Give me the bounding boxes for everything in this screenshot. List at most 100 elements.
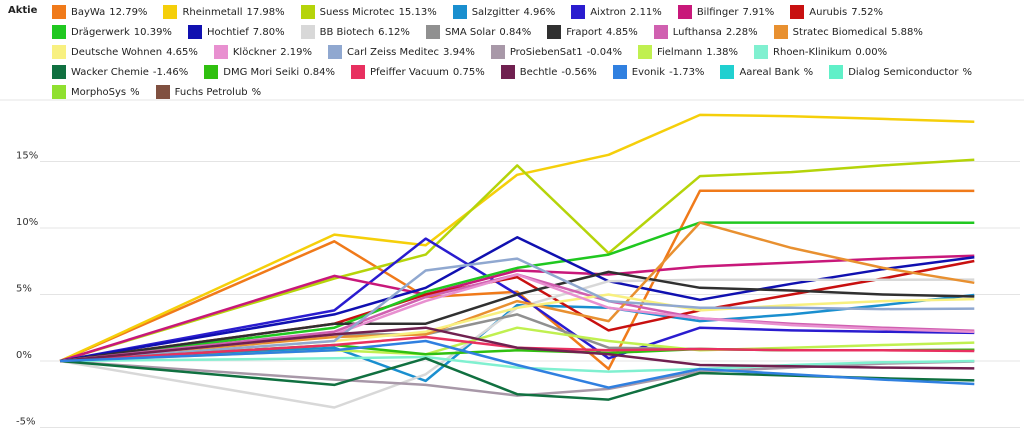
- legend-value: 6.12%: [378, 26, 410, 38]
- series-line: [60, 359, 975, 397]
- legend-item: Fuchs Petrolub%: [155, 82, 262, 102]
- legend-item: MorphoSys%: [52, 82, 140, 102]
- legend-value: 4.85%: [605, 26, 638, 38]
- legend-value: 7.91%: [742, 6, 775, 18]
- legend-value: 0.84%: [303, 66, 335, 78]
- legend-label: Fraport: [566, 26, 602, 38]
- legend-label: BayWa: [71, 6, 106, 18]
- legend-label: Suess Microtec: [319, 6, 395, 18]
- legend-swatch: [52, 85, 66, 99]
- legend-swatch: [52, 25, 66, 39]
- legend-swatch: [300, 25, 315, 39]
- legend-value: 0.84%: [499, 26, 532, 38]
- legend-item: Pfeiffer Vacuum 0.75%: [351, 62, 485, 82]
- legend-value: 3.94%: [443, 46, 475, 58]
- legend-value: 5.88%: [891, 26, 923, 38]
- legend-label: Salzgitter: [471, 6, 520, 18]
- legend-swatch: [754, 45, 769, 59]
- legend-label: Bilfinger: [696, 6, 739, 18]
- legend-label: Rheinmetall: [182, 6, 243, 18]
- series-line: [59, 278, 975, 409]
- legend-item: Fraport 4.85%: [547, 22, 638, 42]
- legend-label: Carl Zeiss Meditec: [347, 46, 440, 58]
- legend-label: Hochtief: [206, 26, 249, 38]
- legend-swatch: [155, 85, 170, 99]
- legend-value: 7.80%: [252, 26, 285, 38]
- legend-value: 2.28%: [725, 26, 758, 38]
- legend-value: 7.52%: [851, 6, 884, 18]
- legend-swatch: [571, 5, 586, 19]
- legend-item: Wacker Chemie -1.46%: [52, 62, 188, 82]
- legend-value: -1.46%: [152, 66, 189, 78]
- legend-label: Deutsche Wohnen: [71, 46, 163, 58]
- series-line: [59, 189, 975, 371]
- legend-item: Aareal Bank%: [720, 62, 813, 82]
- legend-value: %: [251, 86, 262, 98]
- legend-swatch: [351, 65, 365, 79]
- y-tick-label: 5%: [16, 283, 32, 294]
- legend-swatch: [547, 25, 562, 39]
- legend-value: 2.11%: [630, 6, 662, 18]
- legend-value: 10.39%: [133, 26, 172, 38]
- legend-item: Drägerwerk 10.39%: [52, 22, 172, 42]
- legend-value: 4.96%: [523, 6, 556, 18]
- legend-value: 4.65%: [166, 46, 198, 58]
- series-line: [59, 158, 975, 363]
- series-line: [60, 339, 975, 389]
- series-line: [60, 257, 975, 363]
- legend-value: -1.73%: [669, 66, 705, 78]
- legend-item: Fielmann 1.38%: [637, 42, 739, 62]
- legend-item: Carl Zeiss Meditec 3.94%: [328, 42, 475, 62]
- legend-swatch: [52, 65, 66, 79]
- legend-label: Stratec Biomedical: [792, 26, 888, 38]
- legend-value: -0.04%: [586, 46, 622, 58]
- legend-item: Evonik -1.73%: [612, 62, 705, 82]
- legend-swatch: [490, 45, 505, 59]
- legend-swatch: [790, 5, 805, 19]
- legend-item: DMG Mori Seiki 0.84%: [204, 62, 335, 82]
- series-line: [60, 293, 975, 363]
- legend-value: -0.56%: [561, 66, 597, 78]
- legend-swatch: [328, 45, 342, 59]
- legend-swatch: [52, 5, 66, 19]
- legend-item: Klöckner 2.19%: [213, 42, 312, 62]
- legend-value: %: [803, 66, 814, 78]
- legend-swatch: [637, 45, 652, 59]
- legend-swatch: [612, 65, 627, 79]
- legend-swatch: [720, 65, 735, 79]
- legend-label: Pfeiffer Vacuum: [370, 66, 449, 78]
- legend-item: Aurubis 7.52%: [790, 2, 883, 22]
- legend-swatch: [52, 45, 66, 59]
- legend-value: 1.38%: [706, 46, 739, 58]
- series-line: [60, 355, 975, 373]
- legend-swatch: [829, 65, 844, 79]
- legend-value: 2.19%: [280, 46, 312, 58]
- legend-swatch: [187, 25, 202, 39]
- legend-label: Aixtron: [590, 6, 627, 18]
- series-line: [59, 113, 975, 363]
- legend-item: Dialog Semiconductor%: [829, 62, 972, 82]
- legend-label: Dialog Semiconductor: [848, 66, 959, 78]
- legend-label: Rhoen-Klinikum: [773, 46, 852, 58]
- legend-swatch: [653, 25, 668, 39]
- legend-label: Wacker Chemie: [71, 66, 149, 78]
- legend-swatch: [425, 25, 440, 39]
- legend-label: Fielmann: [656, 46, 703, 58]
- legend-value: %: [962, 66, 973, 78]
- legend-swatch: [204, 65, 219, 79]
- legend-item: Aixtron 2.11%: [571, 2, 662, 22]
- legend-label: Klöckner: [232, 46, 277, 58]
- legend-swatch: [213, 45, 228, 59]
- legend-item: ProSiebenSat1 -0.04%: [490, 42, 622, 62]
- legend-label: Aurubis: [809, 6, 848, 18]
- legend-item: Rheinmetall 17.98%: [163, 2, 285, 22]
- legend-item: SMA Solar 0.84%: [425, 22, 532, 42]
- legend-label: SMA Solar: [444, 26, 496, 38]
- series-line: [59, 221, 975, 363]
- legend-items: BayWa 12.79% Rheinmetall 17.98% Suess Microt…: [52, 2, 1022, 102]
- legend-item: Deutsche Wohnen 4.65%: [52, 42, 198, 62]
- legend-value: 12.79%: [109, 6, 148, 18]
- legend-label: Lufthansa: [672, 26, 722, 38]
- legend-item: BayWa 12.79%: [52, 2, 147, 22]
